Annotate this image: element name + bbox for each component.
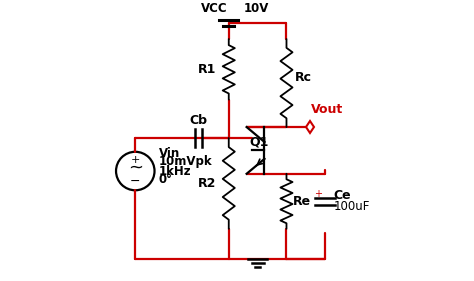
- Text: 10V: 10V: [244, 2, 269, 15]
- Text: 1kHz: 1kHz: [159, 165, 191, 178]
- Text: Q1: Q1: [249, 135, 269, 148]
- Text: 100uF: 100uF: [333, 200, 370, 213]
- Text: 0°: 0°: [159, 173, 173, 186]
- Text: Rc: Rc: [295, 71, 312, 84]
- Text: VCC: VCC: [201, 2, 228, 15]
- Text: R2: R2: [198, 177, 216, 190]
- Text: +: +: [131, 155, 140, 166]
- Text: Vin: Vin: [159, 147, 180, 160]
- Text: −: −: [130, 175, 140, 188]
- Text: +: +: [314, 189, 322, 199]
- Text: Vout: Vout: [311, 103, 344, 116]
- Text: ~: ~: [128, 159, 143, 177]
- Text: R1: R1: [198, 63, 216, 76]
- Text: 10mVpk: 10mVpk: [159, 155, 212, 168]
- Text: Cb: Cb: [190, 114, 208, 127]
- Text: Re: Re: [293, 195, 311, 208]
- Text: Ce: Ce: [333, 189, 351, 202]
